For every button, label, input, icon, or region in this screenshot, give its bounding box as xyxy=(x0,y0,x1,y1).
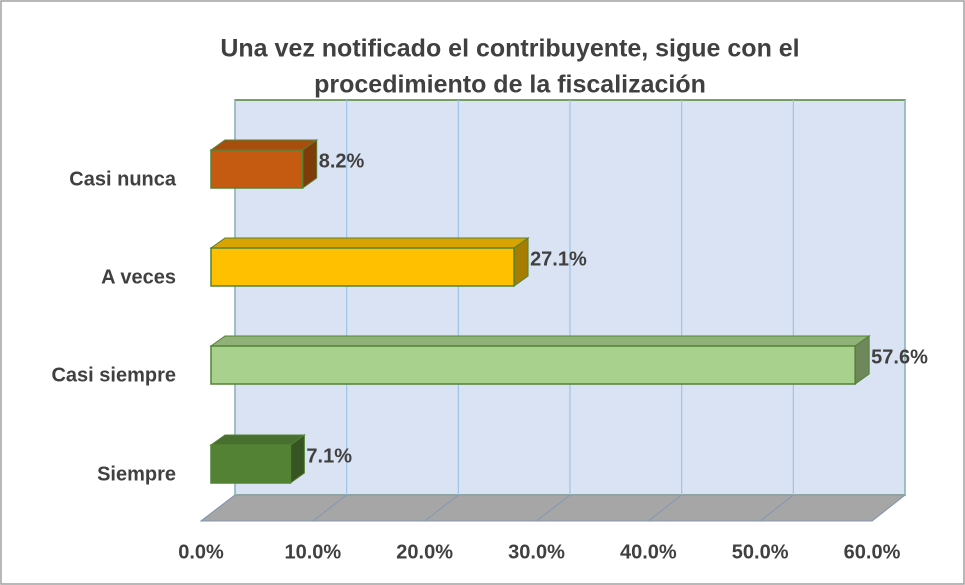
x-tick-label: 10.0% xyxy=(284,541,341,563)
floor-grid-line xyxy=(200,494,236,522)
chart-title: Una vez notificado el contribuyente, sig… xyxy=(220,35,799,63)
x-tick-label: 40.0% xyxy=(620,541,677,563)
bar xyxy=(210,247,515,287)
floor-grid-line xyxy=(648,494,682,522)
y-tick-label: Siempre xyxy=(97,463,176,485)
data-label: 27.1% xyxy=(530,248,587,270)
bar-top xyxy=(209,434,306,446)
bar-top xyxy=(209,237,530,249)
floor-grid-line xyxy=(424,494,459,522)
data-label: 7.1% xyxy=(306,445,352,467)
floor-grid-line xyxy=(871,494,906,522)
bar xyxy=(210,345,856,385)
x-tick-label: 30.0% xyxy=(508,541,565,563)
bar xyxy=(210,149,304,189)
bar xyxy=(210,444,292,484)
floor-grid-line xyxy=(312,494,347,522)
bar-top xyxy=(209,139,319,151)
y-tick-label: Casi nunca xyxy=(69,168,177,190)
data-label: 57.6% xyxy=(871,346,928,368)
x-tick-label: 20.0% xyxy=(396,541,453,563)
y-tick-label: Casi siempre xyxy=(51,364,176,386)
y-tick-label: A veces xyxy=(101,266,176,288)
x-tick-label: 60.0% xyxy=(844,541,901,563)
data-label: 8.2% xyxy=(319,150,365,172)
bar-top xyxy=(209,335,871,347)
x-tick-label: 0.0% xyxy=(178,541,224,563)
chart-title: procedimiento de la fiscalización xyxy=(314,71,706,99)
floor-grid-line xyxy=(759,494,794,522)
x-tick-label: 50.0% xyxy=(732,541,789,563)
floor-grid-line xyxy=(536,494,571,522)
